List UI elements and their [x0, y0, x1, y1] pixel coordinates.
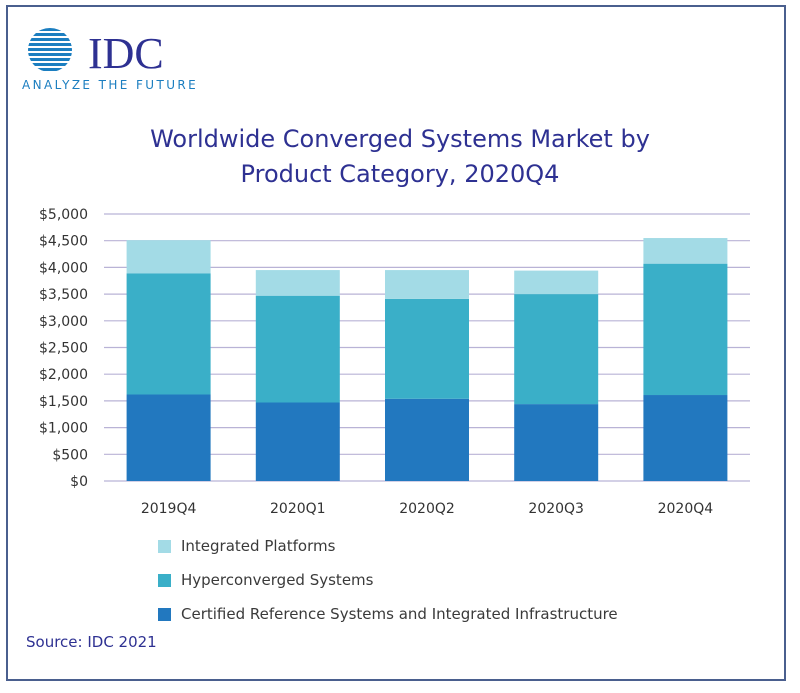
bar-segment — [643, 238, 728, 264]
legend-label: Certified Reference Systems and Integrat… — [181, 605, 618, 623]
idc-logo: IDC — [28, 28, 164, 78]
y-tick-label: $3,000 — [39, 314, 88, 330]
legend-item: Hyperconverged Systems — [158, 569, 373, 591]
legend-item: Certified Reference Systems and Integrat… — [158, 603, 618, 625]
legend-swatch — [158, 573, 171, 587]
y-tick-label: $4,500 — [39, 234, 88, 250]
legend-label: Integrated Platforms — [181, 537, 336, 555]
bar-segment — [126, 273, 211, 395]
y-tick-label: $500 — [52, 447, 88, 463]
y-tick-label: $0 — [70, 474, 88, 490]
x-tick-label: 2019Q4 — [141, 501, 197, 517]
bar-segment — [385, 298, 469, 399]
x-tick-label: 2020Q2 — [399, 501, 455, 517]
y-tick-label: $1,000 — [39, 421, 88, 437]
logo-tagline: ANALYZE THE FUTURE — [22, 78, 199, 92]
logo-wordmark: IDC — [88, 29, 164, 78]
globe-icon — [28, 28, 72, 71]
y-tick-label: $2,000 — [39, 367, 88, 383]
source-note: Source: IDC 2021 — [26, 633, 157, 651]
bar-segment — [643, 263, 728, 396]
bar-segment — [643, 395, 728, 481]
bar-segment — [514, 270, 599, 295]
bar-segment — [255, 402, 340, 481]
y-tick-label: $3,500 — [39, 287, 88, 303]
x-tick-label: 2020Q1 — [270, 501, 326, 517]
legend-swatch — [158, 607, 171, 621]
x-tick-label: 2020Q3 — [528, 501, 584, 517]
bar-segment — [514, 404, 599, 481]
y-tick-label: $4,000 — [39, 260, 88, 276]
legend-swatch — [158, 539, 171, 553]
y-tick-label: $1,500 — [39, 394, 88, 410]
bar-segment — [255, 270, 340, 296]
legend-item: Integrated Platforms — [158, 535, 335, 557]
bar-segment — [126, 394, 211, 481]
bar-segment — [385, 270, 469, 299]
chart-title-line-1: Worldwide Converged Systems Market by — [150, 125, 650, 153]
bar-segment — [514, 294, 599, 405]
bar-segment — [255, 295, 340, 403]
y-tick-label: $5,000 — [39, 207, 88, 223]
bar-segment — [126, 240, 211, 274]
chart-title-line-2: Product Category, 2020Q4 — [240, 160, 560, 188]
legend-label: Hyperconverged Systems — [181, 571, 374, 589]
x-tick-label: 2020Q4 — [658, 501, 714, 517]
bar-segment — [385, 398, 469, 481]
y-tick-label: $2,500 — [39, 341, 88, 357]
